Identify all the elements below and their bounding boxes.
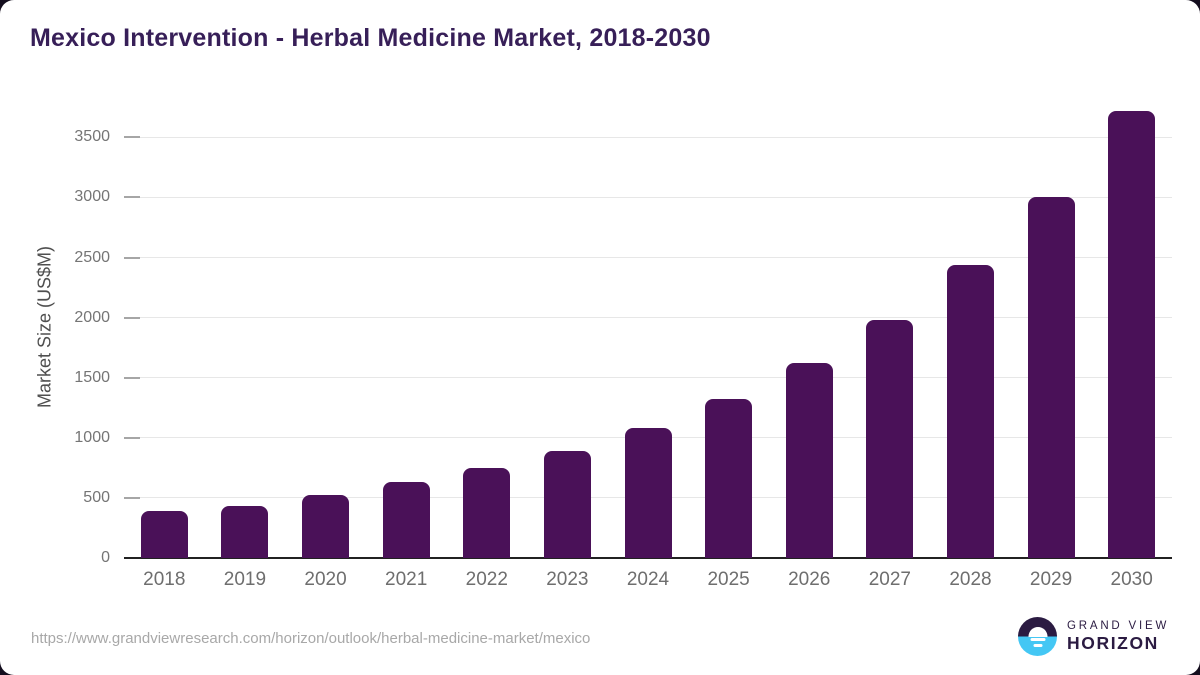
logo-text-bottom: HORIZON xyxy=(1067,632,1159,653)
x-axis-tick-label: 2029 xyxy=(1029,569,1073,590)
y-axis-tick xyxy=(124,256,140,259)
bar-2028 xyxy=(946,264,994,558)
bar-2020 xyxy=(302,494,350,558)
logo-text-top: GRAND VIEW xyxy=(1067,619,1170,632)
y-axis-tick-label: 2500 xyxy=(74,248,110,266)
x-axis-tick-label: 2025 xyxy=(707,569,750,590)
y-axis-tick-label: 3000 xyxy=(74,188,110,206)
bar-2018 xyxy=(140,511,188,558)
bar-2026 xyxy=(785,363,833,558)
y-axis-tick-label: 0 xyxy=(101,549,110,566)
x-axis-tick-label: 2027 xyxy=(868,569,911,590)
x-axis-tick-label: 2021 xyxy=(385,569,428,590)
x-axis-tick-label: 2028 xyxy=(949,569,992,590)
y-axis-tick-label: 1000 xyxy=(74,428,110,446)
x-axis-tick-label: 2019 xyxy=(223,569,267,590)
y-axis-tick xyxy=(124,436,140,439)
source-url: https://www.grandviewresearch.com/horizo… xyxy=(31,630,591,647)
x-axis-tick-label: 2018 xyxy=(143,569,186,590)
brand-logo: GRAND VIEW HORIZON xyxy=(1018,617,1169,656)
x-axis-tick-label: 2023 xyxy=(546,569,589,590)
bar-2030 xyxy=(1108,110,1156,558)
y-axis-tick-label: 2000 xyxy=(74,308,110,326)
y-axis-tick-label: 500 xyxy=(83,488,110,506)
x-axis-tick-label: 2024 xyxy=(626,569,670,590)
x-axis-tick-label: 2030 xyxy=(1110,569,1153,590)
y-axis-tick xyxy=(124,316,140,319)
x-axis-tick-labels: 2018 2019 2020 2021 2022 2023 2024 2025 2026 2027… xyxy=(124,569,1172,595)
gridline xyxy=(124,377,1172,379)
y-axis-tick xyxy=(124,496,140,499)
y-axis-tick xyxy=(124,196,140,199)
y-axis-tick xyxy=(124,136,140,139)
gridline xyxy=(124,317,1172,319)
x-axis-tick-label: 2026 xyxy=(788,569,831,590)
gridline xyxy=(124,257,1172,258)
y-axis-tick-labels: 0 500 1000 1500 2000 2500 3000 3500 xyxy=(0,96,110,566)
bar-2021 xyxy=(382,482,430,558)
gridline xyxy=(124,136,1172,138)
x-axis-tick-label: 2022 xyxy=(465,569,508,590)
bar-2023 xyxy=(543,451,591,558)
bar-2022 xyxy=(463,467,511,558)
grand-view-horizon-logo-icon xyxy=(1018,617,1057,656)
bar-2029 xyxy=(1027,197,1075,558)
sun-reflection-line xyxy=(1033,643,1042,647)
sun-icon xyxy=(1028,627,1047,637)
plot-area xyxy=(124,96,1172,559)
chart-title: Mexico Intervention - Herbal Medicine Ma… xyxy=(30,24,711,52)
bar-2027 xyxy=(866,320,914,558)
y-axis-tick xyxy=(124,376,140,379)
y-axis-tick-label: 3500 xyxy=(74,128,110,146)
y-axis-tick-label: 1500 xyxy=(74,368,110,386)
sun-reflection-line xyxy=(1030,638,1045,642)
gridline xyxy=(124,196,1172,198)
x-axis-tick-label: 2020 xyxy=(304,569,347,590)
x-axis-line xyxy=(124,557,1172,559)
bar-2024 xyxy=(624,427,672,558)
logo-text: GRAND VIEW HORIZON xyxy=(1067,620,1169,654)
bar-2025 xyxy=(705,399,753,558)
bar-2019 xyxy=(221,505,269,558)
